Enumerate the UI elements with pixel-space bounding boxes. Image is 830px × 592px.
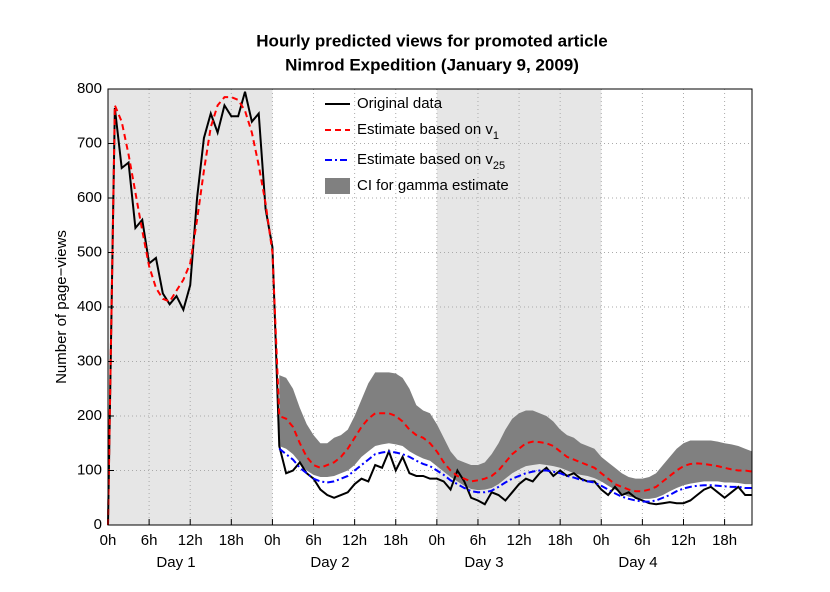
x-tick-label: 12h	[178, 532, 203, 549]
legend-label-text: CI for gamma estimate	[357, 177, 509, 194]
x-tick-label: 0h	[100, 532, 117, 549]
legend-label-subscript: 25	[493, 160, 505, 172]
legend-swatch	[325, 178, 350, 194]
x-tick-label: 6h	[470, 532, 487, 549]
x-tick-label: 0h	[429, 532, 446, 549]
legend-label: CI for gamma estimate	[357, 177, 509, 194]
x-tick-label: 12h	[671, 532, 696, 549]
x-tick-label: 18h	[548, 532, 573, 549]
y-tick-label: 100	[77, 461, 102, 478]
legend-label-text: Estimate based on v	[357, 151, 493, 168]
day-label: Day 3	[464, 554, 503, 571]
grid-layer	[107, 88, 752, 526]
x-tick-label: 6h	[141, 532, 158, 549]
y-tick-label: 800	[77, 80, 102, 97]
x-tick-label: 0h	[593, 532, 610, 549]
confidence-band	[279, 372, 752, 499]
y-tick-label: 0	[94, 516, 102, 533]
x-tick-label: 6h	[305, 532, 322, 549]
day-label: Day 1	[156, 554, 195, 571]
legend-label: Estimate based on v1	[357, 121, 499, 142]
x-tick-label: 18h	[383, 532, 408, 549]
plot-layer	[107, 91, 753, 526]
day-label: Day 2	[310, 554, 349, 571]
y-axis-label: Number of page−views	[53, 230, 70, 384]
y-tick-label: 600	[77, 189, 102, 206]
day-label: Day 4	[618, 554, 657, 571]
legend-label-text: Estimate based on v	[357, 121, 493, 138]
chart-title: Hourly predicted views for promoted arti…	[256, 31, 607, 50]
chart-title: Nimrod Expedition (January 9, 2009)	[285, 55, 579, 74]
x-tick-label: 18h	[712, 532, 737, 549]
x-tick-label: 0h	[264, 532, 281, 549]
x-tick-label: 12h	[507, 532, 532, 549]
legend-label-text: Original data	[357, 95, 443, 112]
y-tick-label: 400	[77, 298, 102, 315]
legend-label: Original data	[357, 95, 443, 112]
series-line	[278, 447, 752, 503]
y-tick-label: 300	[77, 352, 102, 369]
x-tick-label: 12h	[342, 532, 367, 549]
x-tick-label: 18h	[219, 532, 244, 549]
y-tick-label: 500	[77, 243, 102, 260]
y-tick-label: 700	[77, 134, 102, 151]
legend-label: Estimate based on v25	[357, 151, 505, 172]
y-tick-label: 200	[77, 407, 102, 424]
series-line	[107, 96, 753, 526]
legend-label-subscript: 1	[493, 130, 499, 142]
tick-layer: 0h 6h 12h 18h 0h 6h 12h 18h 0h 6h 12h 18h 0h 6h 12h 18h…	[77, 80, 737, 571]
x-tick-label: 6h	[634, 532, 651, 549]
